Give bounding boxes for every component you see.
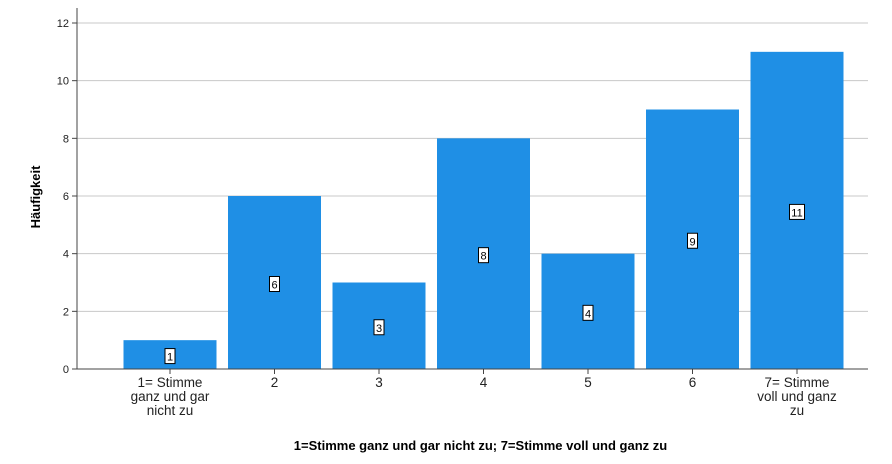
data-label: 8 xyxy=(480,251,486,263)
x-tick-label: 2 xyxy=(271,375,279,390)
x-tick-label: 1= Stimme ganz und gar nicht zu xyxy=(131,375,210,418)
data-label-box xyxy=(269,276,280,292)
x-tick-label: 6 xyxy=(689,375,697,390)
y-tick-labels: 0 2 4 6 8 10 12 xyxy=(57,18,69,376)
y-tick-label: 8 xyxy=(63,133,69,145)
y-tick-label: 6 xyxy=(63,191,69,203)
x-axis-title: 1=Stimme ganz und gar nicht zu; 7=Stimme… xyxy=(294,438,667,453)
data-label: 6 xyxy=(271,280,277,292)
axes xyxy=(72,8,868,374)
data-label: 3 xyxy=(376,323,382,335)
data-label: 11 xyxy=(791,207,802,219)
data-label-box xyxy=(582,304,594,321)
data-label: 9 xyxy=(689,236,695,248)
y-tick-label: 4 xyxy=(63,249,69,261)
x-tick-label: 3 xyxy=(375,375,383,390)
y-axis-title: Häufigkeit xyxy=(28,165,43,229)
x-tick-label: 4 xyxy=(480,375,488,390)
data-labels: 1 6 3 8 4 9 11 xyxy=(164,203,805,365)
data-label: 1 xyxy=(167,352,173,364)
x-tick-label: 5 xyxy=(584,375,592,390)
x-tick-labels: 1= Stimme ganz und gar nicht zu 2 3 4 5 6 7= Sti… xyxy=(131,375,837,418)
y-tick-label: 12 xyxy=(57,18,69,30)
data-label-box xyxy=(789,203,805,220)
data-label: 4 xyxy=(585,308,591,320)
bars xyxy=(123,51,844,369)
y-tick-label: 2 xyxy=(63,306,69,318)
y-tick-label: 0 xyxy=(63,364,69,376)
x-tick-label: 7= Stimme voll und ganz zu xyxy=(757,375,837,418)
data-label-box xyxy=(478,247,489,264)
data-label-box xyxy=(164,348,176,365)
data-label-box xyxy=(373,319,385,336)
y-tick-label: 10 xyxy=(57,76,69,88)
data-label-box xyxy=(687,232,698,249)
